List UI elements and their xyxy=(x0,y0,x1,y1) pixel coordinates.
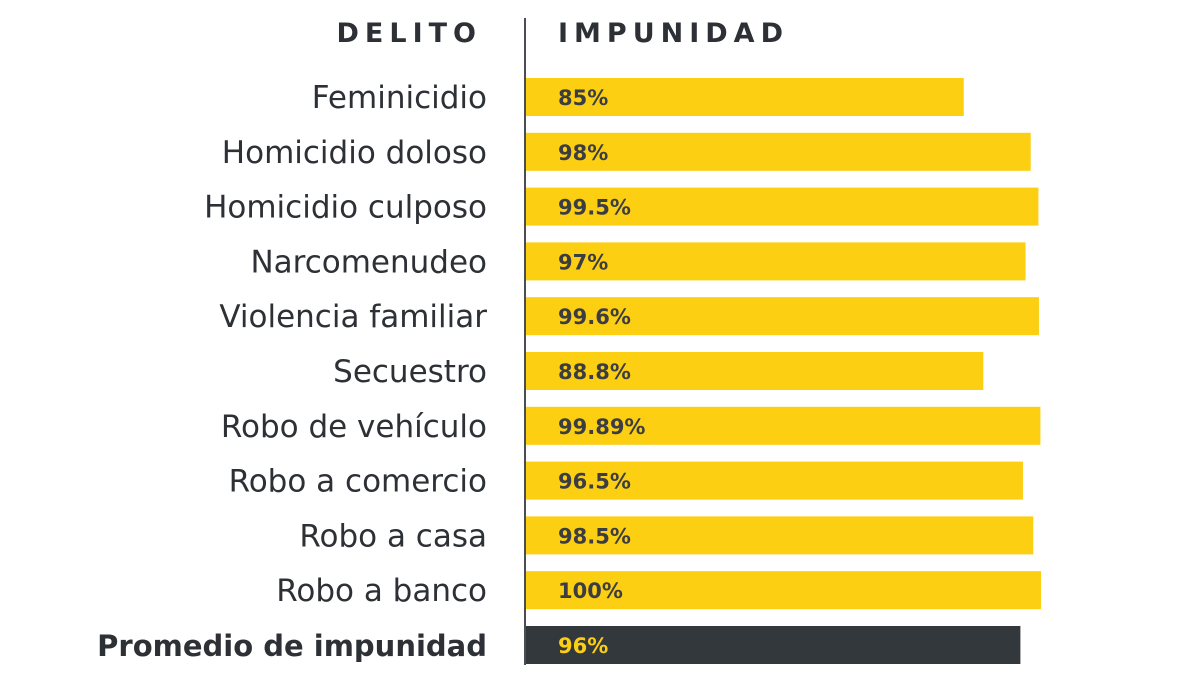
category-label: Homicidio doloso xyxy=(222,135,487,171)
bar-rows: Feminicidio 85% Homicidio doloso 98% Homicid… xyxy=(97,78,1041,664)
category-label: Feminicidio xyxy=(312,80,487,116)
category-label: Violencia familiar xyxy=(219,299,487,335)
value-label: 96.5% xyxy=(558,470,631,494)
value-label: 85% xyxy=(558,86,608,110)
category-label: Narcomenudeo xyxy=(250,244,487,280)
value-label: 99.5% xyxy=(558,196,631,220)
bar xyxy=(526,132,1031,171)
bar xyxy=(526,516,1034,555)
value-label: 98.5% xyxy=(558,524,631,548)
value-label: 97% xyxy=(558,250,608,274)
bar xyxy=(526,187,1039,226)
value-label: 99.89% xyxy=(558,415,645,439)
value-label: 100% xyxy=(558,579,623,603)
category-label: Promedio de impunidad xyxy=(97,629,487,663)
bar xyxy=(526,406,1041,445)
category-label: Homicidio culposo xyxy=(204,190,487,226)
bar xyxy=(526,242,1026,281)
category-label: Secuestro xyxy=(333,354,487,390)
value-label: 99.6% xyxy=(558,305,631,329)
category-label: Robo a banco xyxy=(276,573,487,609)
bar xyxy=(526,461,1023,500)
category-label: Robo a casa xyxy=(299,518,487,554)
bar xyxy=(526,571,1041,610)
value-header: IMPUNIDAD xyxy=(558,18,789,49)
average-bar xyxy=(526,626,1021,664)
value-label: 96% xyxy=(558,634,608,658)
category-label: Robo a comercio xyxy=(229,464,487,500)
bar xyxy=(526,78,964,116)
bar xyxy=(526,352,984,390)
category-header: DELITO xyxy=(337,18,482,49)
category-label: Robo de vehículo xyxy=(221,409,487,445)
bar xyxy=(526,297,1039,336)
value-label: 98% xyxy=(558,141,608,165)
value-label: 88.8% xyxy=(558,360,631,384)
